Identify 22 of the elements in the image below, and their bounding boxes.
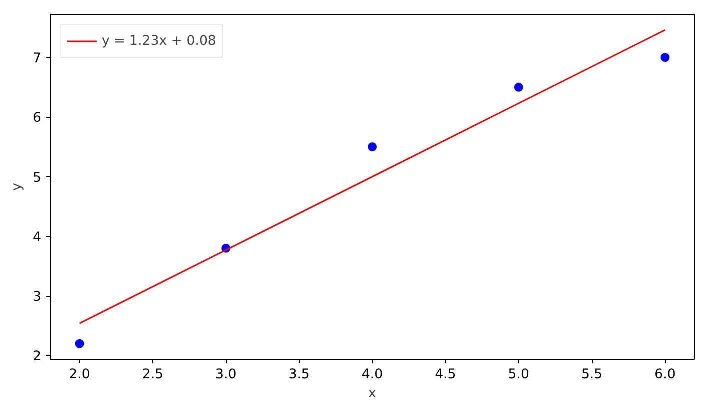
legend-label: y = 1.23x + 0.08: [102, 34, 216, 48]
y-axis-title: y: [10, 182, 26, 191]
x-tick-label: 2.0: [69, 368, 90, 382]
x-tick-label: 5.5: [581, 368, 603, 382]
x-tick-label: 6.0: [654, 368, 676, 382]
x-axis-title: x: [368, 386, 377, 402]
point: [75, 339, 84, 348]
x-tick-label: 5.0: [508, 368, 530, 382]
x-tick-label: 3.5: [288, 368, 310, 382]
y-tick-label: 7: [33, 52, 42, 67]
y-tick-label: 2: [33, 350, 42, 365]
point: [660, 53, 670, 62]
x-tick-label: 3.0: [216, 368, 237, 382]
y-tick-label: 3: [33, 290, 42, 306]
y-tick-label: 6: [33, 111, 42, 126]
point: [368, 142, 377, 152]
y-tick-label: 4: [33, 230, 42, 246]
point: [514, 82, 524, 92]
x-tick-label: 4.0: [362, 368, 384, 382]
y-tick-label: 5: [33, 170, 42, 186]
x-tick-label: 4.5: [435, 368, 456, 382]
x-tick-label: 2.5: [142, 368, 164, 382]
